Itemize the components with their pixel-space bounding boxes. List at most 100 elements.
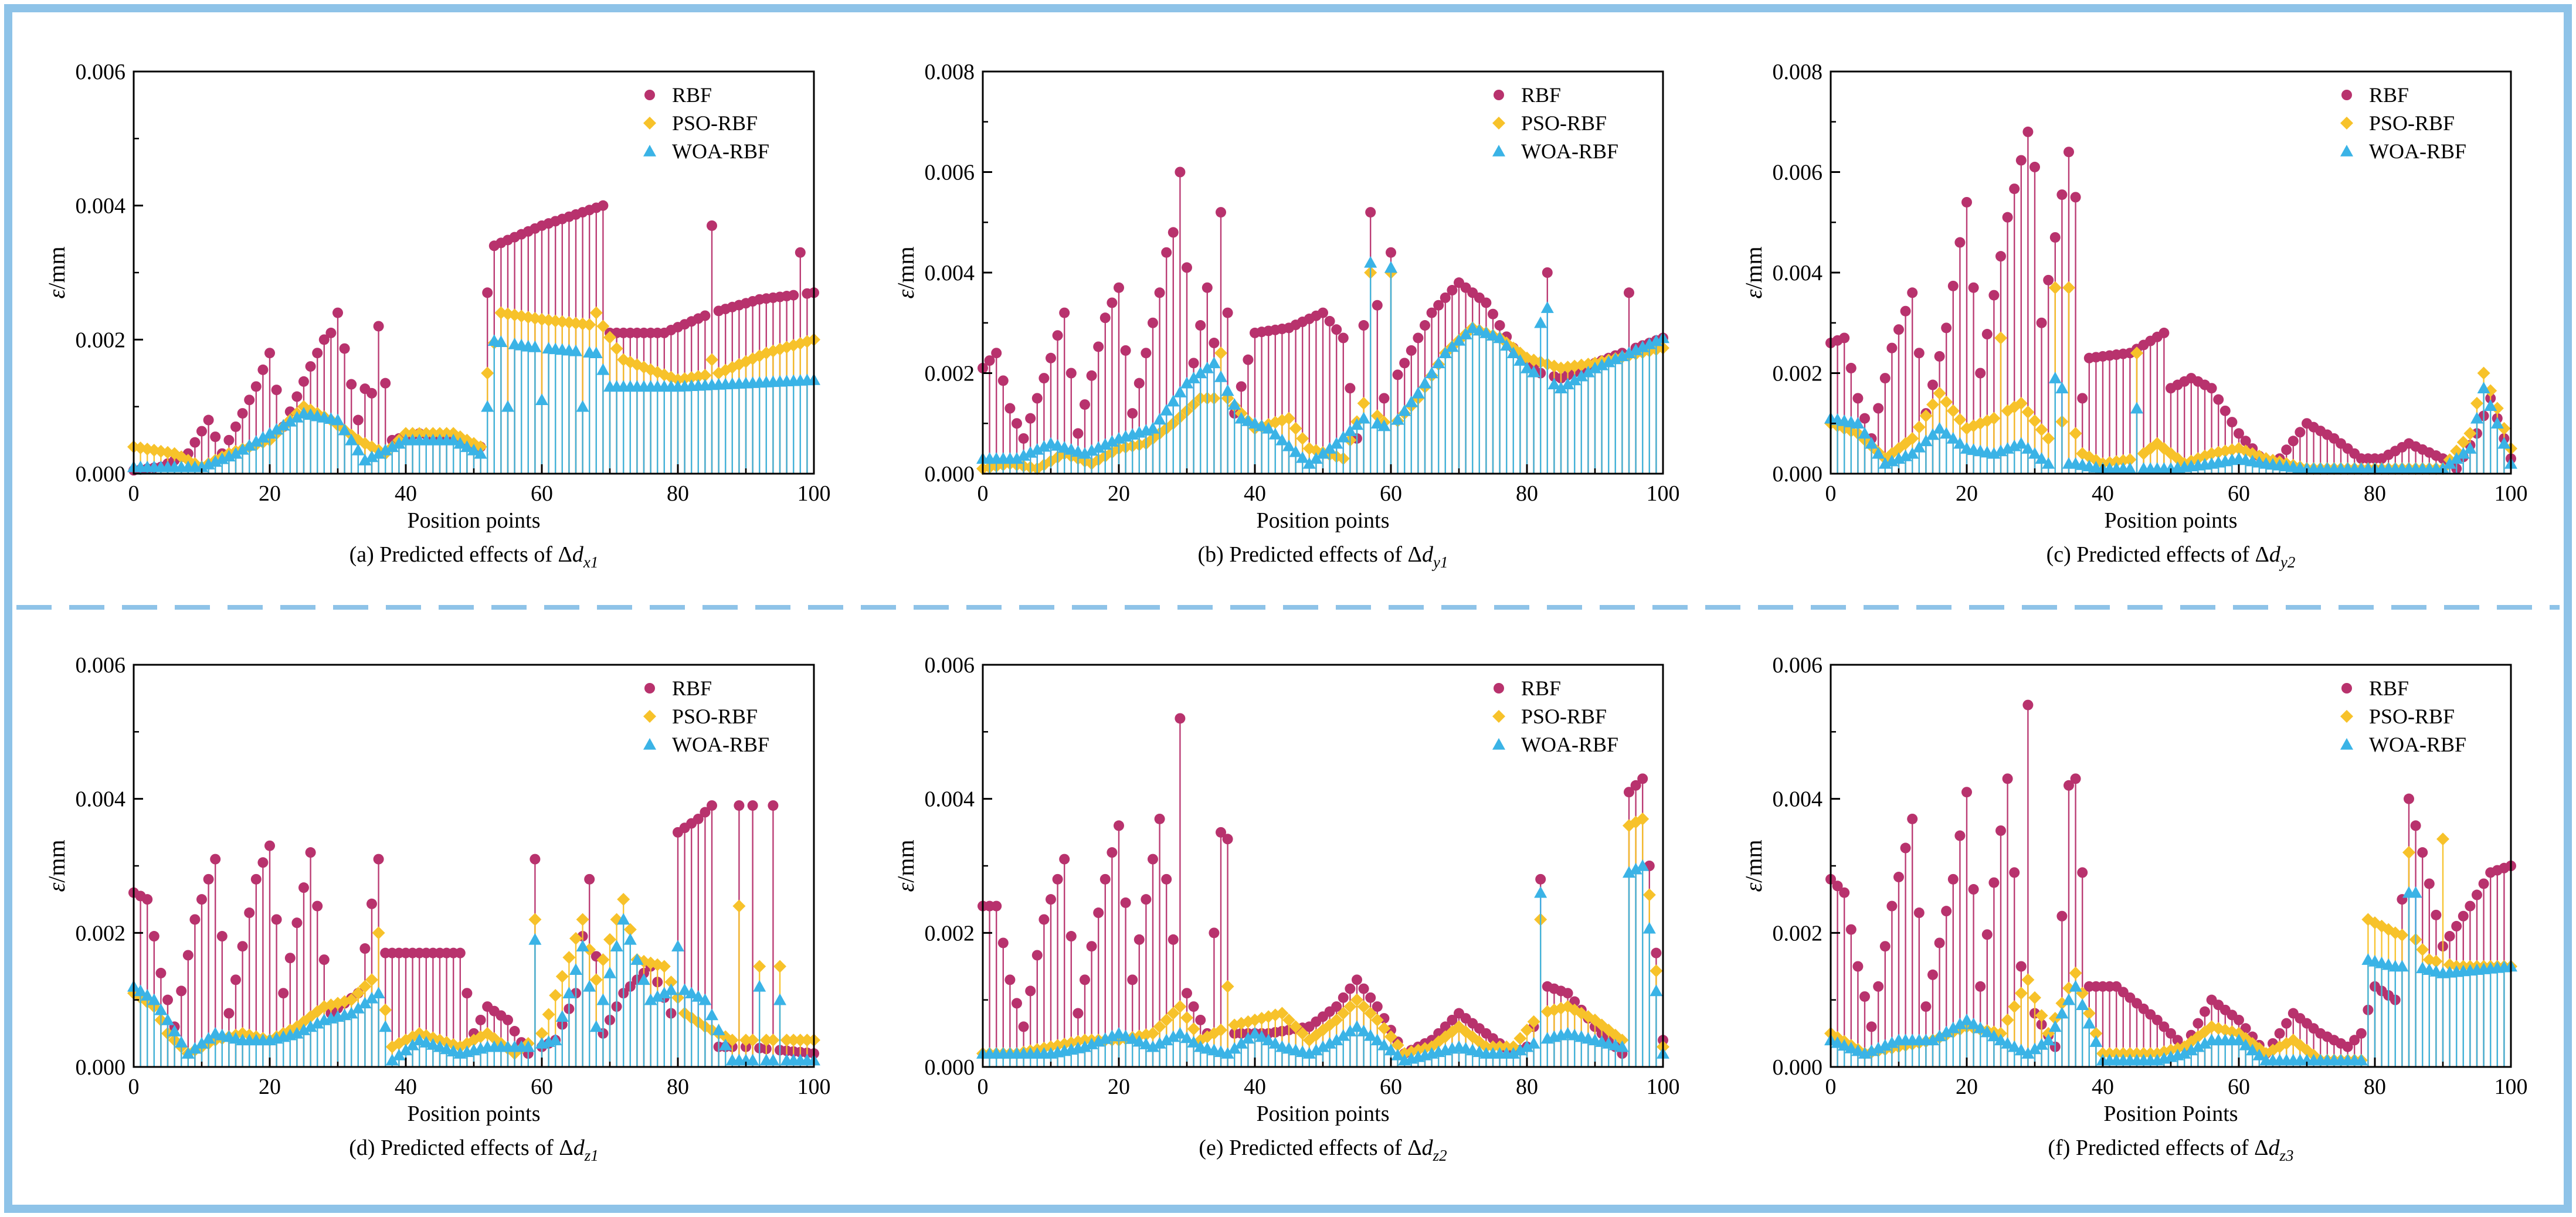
point-woa-rbf [712,1024,725,1035]
point-woa-rbf [1865,437,1878,449]
point-woa-rbf [195,1036,208,1049]
point-woa-rbf [1126,1032,1139,1044]
point-pso-rbf [1289,1020,1302,1034]
point-pso-rbf [1153,1020,1166,1034]
point-rbf [1114,820,1124,831]
point-pso-rbf [705,353,718,366]
point-woa-rbf [229,447,242,459]
point-woa-rbf [1160,403,1173,416]
point-rbf [1358,320,1369,331]
point-woa-rbf [2014,1043,2028,1056]
point-rbf [1832,881,1843,892]
point-woa-rbf [671,940,684,951]
legend-label-pso-rbf: PSO-RBF [1521,705,1607,728]
point-woa-rbf [2028,447,2041,459]
point-rbf [325,327,337,338]
point-rbf [1059,307,1070,318]
point-rbf [366,387,377,399]
point-pso-rbf [583,318,596,331]
point-pso-rbf [2001,1013,2014,1026]
point-rbf [1141,348,1152,359]
point-pso-rbf [2035,423,2048,436]
point-woa-rbf [685,987,698,999]
point-pso-rbf [1940,395,1953,409]
point-rbf [189,914,201,925]
caption-text: (d) Predicted effects of [349,1136,559,1160]
point-pso-rbf [1289,421,1302,435]
point-woa-rbf [1153,413,1166,425]
point-rbf [1886,900,1898,912]
caption-variable: Δ [2254,1136,2268,1160]
point-woa-rbf [576,940,589,951]
point-woa-rbf [1098,438,1112,450]
point-woa-rbf [1214,370,1227,382]
point-rbf [2151,1014,2163,1025]
point-rbf [1046,352,1056,363]
point-rbf [795,247,806,258]
point-rbf [984,355,995,366]
point-woa-rbf [1241,414,1255,426]
point-rbf [1059,854,1070,865]
point-rbf [2015,155,2027,166]
point-woa-rbf [1323,442,1336,454]
point-rbf [2240,436,2251,447]
point-woa-rbf [338,423,351,436]
point-woa-rbf [644,993,657,1005]
point-pso-rbf [406,427,419,440]
x-axis-label: Position Points [2103,1102,2238,1126]
point-rbf [1839,332,1850,344]
point-pso-rbf [1173,1000,1187,1014]
point-rbf [1018,433,1029,444]
series-woa-rbf [1824,372,2517,474]
point-woa-rbf [1534,886,1547,898]
point-rbf [2465,900,2476,912]
point-woa-rbf [1521,1040,1533,1052]
point-woa-rbf [2055,1007,2069,1019]
point-woa-rbf [1187,1036,1200,1048]
point-woa-rbf [1268,427,1282,440]
point-woa-rbf [290,410,304,423]
point-rbf [305,847,316,858]
point-woa-rbf [290,1026,304,1039]
point-pso-rbf [365,973,378,987]
point-woa-rbf [345,1007,358,1019]
point-woa-rbf [2021,1047,2035,1059]
point-woa-rbf [1615,1040,1629,1052]
point-rbf [1127,408,1138,419]
panel-caption: (a) Predicted effects of Δdx1 [349,542,599,571]
point-woa-rbf [1513,1043,1527,1056]
legend-marker-pso-rbf [643,117,656,130]
point-rbf [155,967,167,978]
point-pso-rbf [1160,1013,1173,1026]
point-rbf [1488,308,1498,319]
point-rbf [707,800,717,811]
point-pso-rbf [2069,427,2082,440]
point-rbf [1188,358,1199,369]
point-pso-rbf [413,427,426,440]
point-pso-rbf [1384,1030,1397,1043]
point-rbf [2015,961,2027,972]
point-pso-rbf [2130,1047,2143,1060]
legend-label-rbf: RBF [672,677,712,700]
point-rbf [176,985,187,997]
point-pso-rbf [2484,384,2497,397]
point-pso-rbf [1650,964,1663,978]
point-woa-rbf [1974,1021,1987,1034]
point-woa-rbf [1030,443,1044,455]
caption-text: (b) Predicted effects of [1198,542,1408,567]
point-pso-rbf [290,1020,304,1034]
x-axis-label: Position points [2105,508,2238,533]
series-pso-rbf [976,812,1669,1067]
point-pso-rbf [2490,402,2504,415]
point-woa-rbf [555,1010,569,1022]
y-tick-label: 0.002 [925,362,975,386]
point-rbf [2478,878,2489,889]
x-tick-label: 20 [259,481,281,506]
point-rbf [1386,247,1396,258]
point-rbf [2193,1018,2204,1029]
legend-label-pso-rbf: PSO-RBF [1521,111,1607,135]
point-rbf [1202,282,1213,293]
point-woa-rbf [1555,382,1567,394]
point-woa-rbf [1391,1048,1404,1060]
point-pso-rbf [1187,1022,1200,1036]
